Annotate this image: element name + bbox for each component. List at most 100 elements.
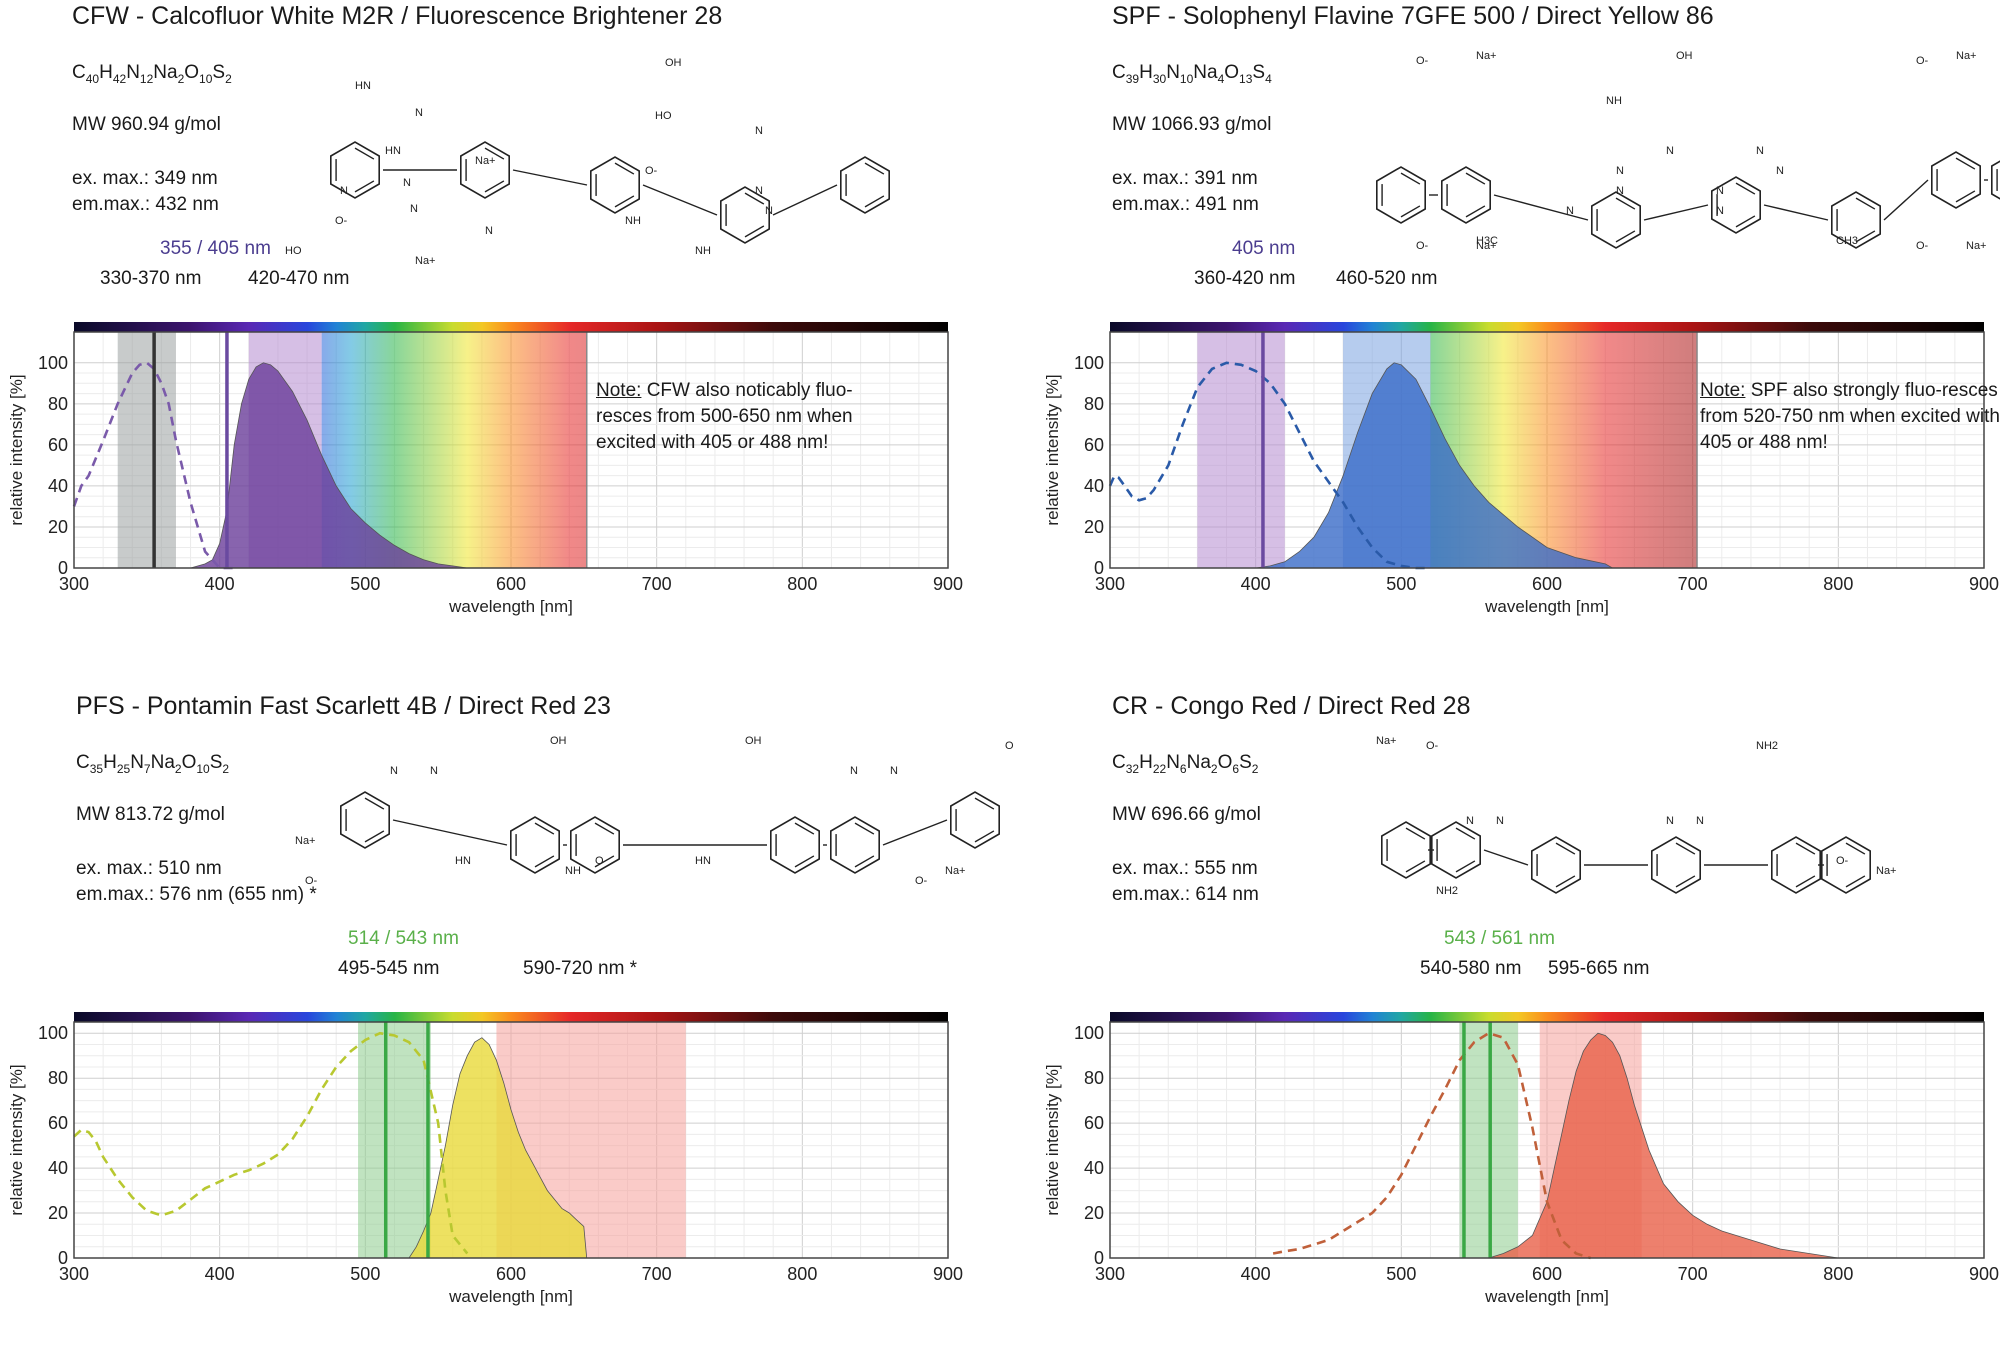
formula: C39H30N10Na4O13S4 — [1112, 60, 1272, 92]
atom-label: OH — [665, 57, 682, 69]
x-axis-label: wavelength [nm] — [448, 1287, 573, 1306]
atom-label: N — [410, 203, 418, 215]
x-tick-label: 900 — [933, 1264, 963, 1284]
filter-band-1 — [117, 332, 176, 568]
molecular-weight: MW 1066.93 g/mol — [1112, 114, 1272, 135]
formula-subscript: 32 — [1125, 761, 1140, 776]
y-tick-label: 60 — [48, 435, 68, 455]
atom-label: HN — [695, 855, 711, 867]
x-tick-label: 500 — [350, 574, 380, 594]
double-bond — [594, 855, 615, 868]
y-axis-label: relative intensity [%] — [1043, 374, 1062, 525]
y-tick-label: 20 — [48, 1203, 68, 1223]
formula-element: S — [1252, 62, 1266, 83]
note-lead: Note: — [1700, 380, 1746, 401]
atom-label: HO — [655, 110, 672, 122]
formula-element: C — [1112, 752, 1126, 773]
atom-label: N — [1716, 185, 1724, 197]
emission-area — [190, 362, 482, 569]
formula-element: N — [1166, 62, 1180, 83]
x-tick-label: 300 — [59, 1264, 89, 1284]
atom-label: H3C — [1476, 235, 1498, 247]
chemical-structure: O- Na+ O- Na+ O- Na+ O- Na+ NH OH N N N N N N N N H3C CH3 — [1316, 40, 2000, 260]
formula-element: H — [1139, 62, 1153, 83]
double-bond — [864, 162, 885, 175]
formula-element: C — [1112, 62, 1126, 83]
double-bond — [974, 830, 995, 843]
atom-label: HN — [455, 855, 471, 867]
formula-element: H — [99, 62, 113, 83]
x-tick-label: 700 — [1678, 574, 1708, 594]
chart-pfs: 300 400 500 600 700 800 900 0 20 40 60 80 100 wavelen… — [7, 1012, 963, 1306]
ring-bond — [1380, 821, 1431, 879]
y-tick-label: 60 — [48, 1113, 68, 1133]
atom-label: N — [1566, 205, 1574, 217]
formula-subscript: 40 — [85, 71, 100, 86]
x-tick-label: 800 — [1823, 574, 1853, 594]
chart-cr: 300 400 500 600 700 800 900 0 20 40 60 80 100 wavelen… — [1043, 1012, 1999, 1306]
y-tick-label: 40 — [1084, 1158, 1104, 1178]
ex-max: ex. max.: 349 nm — [72, 168, 218, 189]
atom-label: HN — [355, 80, 371, 92]
molecular-weight: MW 696.66 g/mol — [1112, 804, 1261, 825]
double-bond — [594, 822, 615, 835]
y-tick-label: 20 — [1084, 1203, 1104, 1223]
double-bond — [614, 195, 635, 208]
formula-subscript: 12 — [139, 71, 154, 86]
atom-label: N — [340, 185, 348, 197]
em-max: em.max.: 491 nm — [1112, 194, 1259, 215]
ex-max: ex. max.: 555 nm — [1112, 858, 1258, 879]
note: Note: CFW also noticably fluo-resces fro… — [596, 378, 896, 456]
atom-label: N — [390, 765, 398, 777]
double-bond — [1845, 842, 1866, 855]
y-tick-label: 40 — [48, 476, 68, 496]
atom-label: O- — [1836, 855, 1849, 867]
molecular-weight: MW 813.72 g/mol — [76, 804, 225, 825]
double-bond — [1615, 197, 1636, 210]
filter-label-1: 330-370 nm — [100, 268, 202, 289]
y-axis-label: relative intensity [%] — [7, 374, 26, 525]
x-tick-label: 400 — [205, 1264, 235, 1284]
formula-subscript: 39 — [1125, 71, 1140, 86]
atom-label: N — [1776, 165, 1784, 177]
double-bond — [794, 855, 815, 868]
spectrum-bar — [1110, 1012, 1984, 1022]
x-tick-label: 700 — [642, 574, 672, 594]
formula-element: S — [212, 62, 226, 83]
double-bond — [1455, 860, 1476, 873]
x-tick-label: 900 — [1969, 574, 1999, 594]
y-tick-label: 20 — [48, 517, 68, 537]
atom-label: Na+ — [1476, 240, 1497, 252]
formula-subscript: 30 — [1152, 71, 1167, 86]
double-bond — [1845, 875, 1866, 888]
note: Note: SPF also strongly fluo-resces from… — [1700, 378, 2000, 456]
y-axis-label: relative intensity [%] — [1043, 1064, 1062, 1215]
emission-area — [1488, 1032, 1839, 1259]
bond — [642, 184, 718, 216]
y-tick-label: 100 — [38, 1023, 68, 1043]
formula-subscript: 2 — [1210, 761, 1218, 776]
x-tick-label: 600 — [496, 574, 526, 594]
formula-subscript: 10 — [199, 71, 213, 86]
chemical-structure: HNHNNNNNHOOHOHHONHNHNNNNNa+Na+O-O- — [285, 40, 905, 307]
formula-element: O — [181, 752, 197, 773]
formula-subscript: 7 — [143, 761, 151, 776]
formula-element: Na — [150, 752, 175, 773]
double-bond — [1675, 875, 1696, 888]
x-tick-label: 500 — [1386, 1264, 1416, 1284]
filter-band-1 — [358, 1022, 431, 1258]
atom-label: OH — [745, 735, 762, 747]
molecular-weight: MW 960.94 g/mol — [72, 114, 221, 135]
ring-bond — [1820, 836, 1872, 894]
atom-label: Na+ — [1956, 50, 1977, 62]
atom-label: O- — [645, 165, 658, 177]
emission-area — [1255, 362, 1613, 569]
structure-drawing: OHOHNNNNHNHNNHOOCH3O-O-Na+Na+ — [295, 735, 1077, 887]
x-tick-label: 500 — [1386, 574, 1416, 594]
ring-bond — [1431, 821, 1481, 879]
formula-subscript: 35 — [89, 761, 104, 776]
y-tick-label: 20 — [1084, 517, 1104, 537]
atom-label: N — [1616, 185, 1624, 197]
y-tick-label: 100 — [1074, 353, 1104, 373]
formula-element: C — [76, 752, 90, 773]
